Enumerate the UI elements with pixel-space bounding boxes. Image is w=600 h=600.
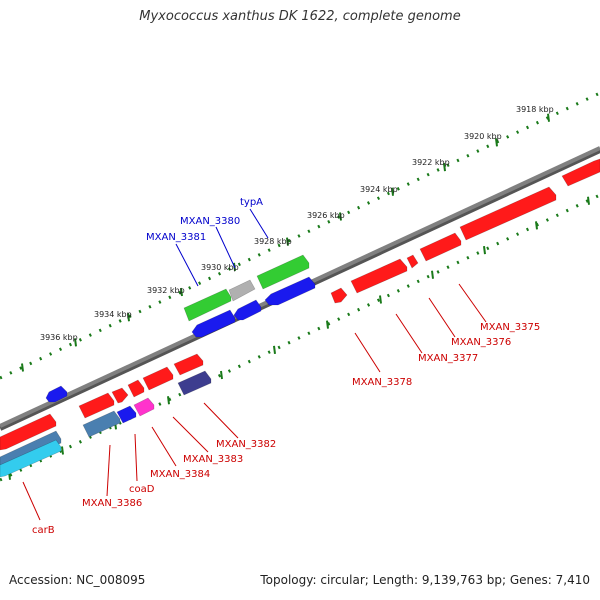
scale-label-3930: 3930 kbp [201,263,239,272]
red-gene-left-3[interactable] [127,379,145,398]
outer-major-tick [74,338,77,347]
steel-gene-3386[interactable] [82,410,121,438]
red-gene-3378[interactable] [350,258,408,294]
scale-label-3934: 3934 kbp [94,310,132,319]
major-ticks [8,113,590,480]
inner-major-tick [379,295,382,304]
blue-gene-3[interactable] [264,276,316,306]
outer-major-tick [391,187,394,196]
scale-label-3922: 3922 kbp [412,158,450,167]
red-gene-left-5[interactable] [78,392,115,419]
scale-label-3936: 3936 kbp [40,333,78,342]
red-gene-3377[interactable] [419,232,462,262]
blue-gene-2[interactable] [233,299,262,321]
pointer-3382 [203,402,239,439]
pointer-carB [22,481,41,521]
scale-label-3924: 3924 kbp [360,185,398,194]
outer-major-tick [21,363,24,372]
pointer-3381 [175,243,199,287]
inner-major-tick [483,245,486,255]
accession-text: Accession: NC_008095 [9,573,146,587]
label-mxan3380: MXAN_3380 [180,216,240,227]
scale-label-3932: 3932 kbp [147,286,185,295]
red-gene-small[interactable] [406,254,419,269]
map-title: Myxococcus xanthus DK 1622, complete gen… [139,9,461,24]
scale-label-3928: 3928 kbp [254,237,292,246]
navy-gene-3382[interactable] [177,370,212,396]
pointer-3383 [172,416,209,453]
red-gene-left-2[interactable] [142,366,174,391]
red-gene-3375[interactable] [561,158,600,187]
label-mxan3382: MXAN_3382 [216,439,276,450]
blue-gene-1[interactable] [191,309,236,338]
inner-major-tick [167,396,170,405]
gene-arrows [0,158,600,478]
label-coaD: coaD [129,484,155,495]
red-gene-left-4[interactable] [111,387,129,404]
topology-text: Topology: circular; Length: 9,139,763 bp… [260,573,590,587]
outer-major-tick [339,212,342,221]
red-gene-left-1[interactable] [173,353,204,376]
label-mxan3375: MXAN_3375 [480,322,540,333]
red-gene-3378b[interactable] [330,287,348,304]
scale-label-3920: 3920 kbp [464,132,502,141]
red-gene-carB[interactable] [0,413,57,451]
label-mxan3386: MXAN_3386 [82,498,142,509]
outer-major-tick [286,237,289,246]
pointer-3378 [354,332,381,373]
outer-major-tick [495,138,498,147]
inner-tick-ring [0,193,600,482]
outer-tick-ring [0,91,600,380]
blue-gene-3384[interactable] [116,405,137,424]
label-mxan3376: MXAN_3376 [451,337,511,348]
label-mxan3377: MXAN_3377 [418,353,478,364]
inner-major-tick [326,320,329,329]
outer-major-tick [547,113,550,122]
pointer-typA [249,208,269,239]
cyan-gene-left[interactable] [0,439,62,478]
outer-major-tick [180,287,183,297]
pointer-3376 [428,297,456,338]
outer-major-tick [127,313,130,322]
label-mxan3378: MXAN_3378 [352,377,412,388]
inner-major-tick [431,270,434,279]
inner-major-tick [61,446,64,455]
label-carB: carB [32,525,55,536]
label-mxan3381: MXAN_3381 [146,232,206,243]
inner-major-tick [220,370,223,380]
gray-gene[interactable] [228,279,256,302]
label-typA: typA [240,197,263,208]
pointer-3377 [395,313,423,354]
inner-major-tick [587,196,590,205]
typA-gene[interactable] [256,254,310,290]
inner-major-tick [535,221,538,230]
pointer-3386 [106,444,111,497]
label-pointers [22,208,487,521]
blue-gene-left[interactable] [45,385,68,403]
outer-major-tick [443,162,446,172]
pointer-3384 [151,426,177,467]
label-mxan3384: MXAN_3384 [150,469,210,480]
scale-label-3926: 3926 kbp [307,211,345,220]
pointer-coaD [134,433,138,482]
inner-major-tick [273,345,276,354]
green-gene[interactable] [183,288,232,322]
pointer-3380 [215,226,236,269]
red-gene-3376[interactable] [459,186,557,241]
magenta-gene-coaD[interactable] [133,397,155,417]
label-mxan3383: MXAN_3383 [183,454,243,465]
scale-label-3918: 3918 kbp [516,105,554,114]
pointer-3375 [458,283,487,323]
